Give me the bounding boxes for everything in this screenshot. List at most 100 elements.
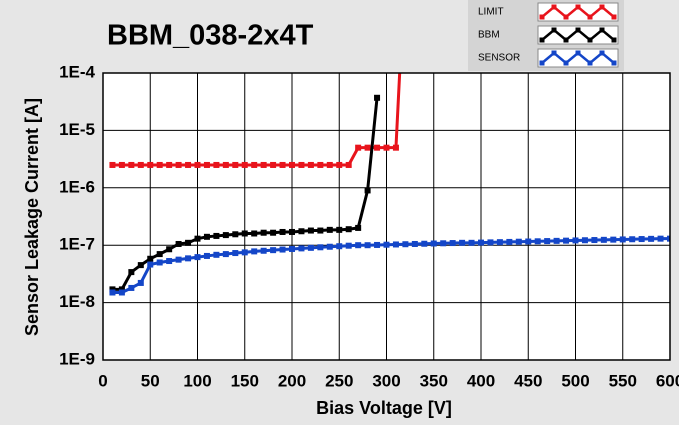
data-point bbox=[345, 242, 352, 249]
data-point bbox=[270, 161, 277, 168]
x-tick-label: 300 bbox=[372, 371, 400, 390]
data-point bbox=[392, 144, 399, 151]
x-tick-label: 350 bbox=[420, 371, 448, 390]
data-point bbox=[222, 161, 229, 168]
data-point bbox=[544, 238, 551, 245]
data-point bbox=[326, 161, 333, 168]
plot-border bbox=[102, 72, 671, 361]
data-point bbox=[298, 228, 305, 235]
x-tick-label: 50 bbox=[141, 371, 160, 390]
data-point bbox=[118, 161, 125, 168]
data-point bbox=[496, 239, 503, 246]
legend-swatch-box bbox=[537, 25, 619, 45]
legend-swatch-marker bbox=[611, 14, 617, 20]
y-tick-label: 1E-7 bbox=[59, 235, 95, 254]
data-point bbox=[213, 161, 220, 168]
data-point bbox=[572, 237, 579, 244]
data-point bbox=[345, 226, 352, 233]
data-point bbox=[487, 239, 494, 246]
x-tick-label: 500 bbox=[561, 371, 589, 390]
data-point bbox=[298, 161, 305, 168]
data-point bbox=[279, 161, 286, 168]
x-tick-label: 450 bbox=[514, 371, 542, 390]
legend-swatch-marker bbox=[539, 14, 545, 20]
data-point bbox=[600, 236, 607, 243]
data-point bbox=[326, 226, 333, 233]
data-point bbox=[374, 144, 381, 151]
legend-swatch-marker bbox=[563, 60, 569, 66]
data-point bbox=[109, 289, 116, 296]
legend-swatch-box bbox=[537, 2, 619, 22]
data-point bbox=[279, 246, 286, 253]
data-point bbox=[355, 224, 362, 231]
data-point bbox=[194, 161, 201, 168]
data-point bbox=[137, 161, 144, 168]
data-point bbox=[459, 239, 466, 246]
legend-swatch-marker bbox=[611, 60, 617, 66]
legend-swatch-marker bbox=[539, 37, 545, 43]
data-point bbox=[203, 252, 210, 259]
legend-label: BBM bbox=[478, 30, 500, 41]
legend-swatch-marker bbox=[575, 50, 581, 56]
y-tick-label: 1E-4 bbox=[59, 62, 95, 81]
data-point bbox=[648, 235, 655, 242]
data-point bbox=[147, 255, 154, 262]
data-point bbox=[222, 251, 229, 258]
legend-swatch-marker bbox=[599, 27, 605, 33]
data-point bbox=[383, 144, 390, 151]
data-point bbox=[411, 240, 418, 247]
data-point bbox=[279, 228, 286, 235]
data-point bbox=[610, 236, 617, 243]
data-point bbox=[232, 161, 239, 168]
data-point bbox=[109, 286, 116, 293]
data-point bbox=[213, 251, 220, 258]
data-point bbox=[128, 269, 135, 276]
data-point bbox=[185, 239, 192, 246]
data-point bbox=[478, 239, 484, 246]
data-point bbox=[326, 243, 333, 250]
data-point bbox=[289, 161, 295, 168]
data-point bbox=[260, 247, 267, 254]
data-point bbox=[232, 250, 239, 257]
data-point bbox=[374, 241, 381, 248]
x-tick-label: 600 bbox=[656, 371, 679, 390]
data-point bbox=[307, 244, 314, 251]
data-point bbox=[317, 161, 324, 168]
data-point bbox=[307, 227, 314, 234]
data-point bbox=[364, 187, 371, 194]
legend-swatch-marker bbox=[551, 27, 557, 33]
data-point bbox=[355, 242, 362, 249]
data-point bbox=[213, 232, 220, 239]
data-point bbox=[364, 144, 371, 151]
data-point bbox=[581, 237, 588, 244]
data-point bbox=[137, 279, 144, 286]
legend-swatch-marker bbox=[551, 50, 557, 56]
data-point bbox=[222, 232, 229, 239]
chart-title: BBM_038-2x4T bbox=[107, 20, 314, 52]
data-point bbox=[156, 259, 163, 266]
x-tick-label: 200 bbox=[278, 371, 306, 390]
data-point bbox=[147, 161, 154, 168]
data-point bbox=[128, 284, 135, 291]
legend-swatch-marker bbox=[563, 14, 569, 20]
legend-swatch-marker bbox=[539, 60, 545, 66]
data-point bbox=[260, 161, 267, 168]
data-point bbox=[203, 161, 210, 168]
legend-swatch-marker bbox=[611, 37, 617, 43]
data-point bbox=[336, 243, 343, 250]
y-tick-label: 1E-8 bbox=[59, 292, 95, 311]
data-point bbox=[534, 238, 541, 245]
data-point bbox=[506, 238, 513, 245]
data-point bbox=[175, 256, 182, 263]
y-tick-label: 1E-5 bbox=[59, 120, 95, 139]
data-point bbox=[128, 161, 135, 168]
legend-swatch-marker bbox=[587, 37, 593, 43]
data-point bbox=[449, 240, 456, 247]
data-point bbox=[553, 237, 560, 244]
data-point bbox=[591, 237, 598, 244]
data-point bbox=[336, 161, 343, 168]
data-point bbox=[317, 227, 324, 234]
legend-swatch-marker bbox=[587, 14, 593, 20]
legend-swatch-marker bbox=[575, 4, 581, 10]
